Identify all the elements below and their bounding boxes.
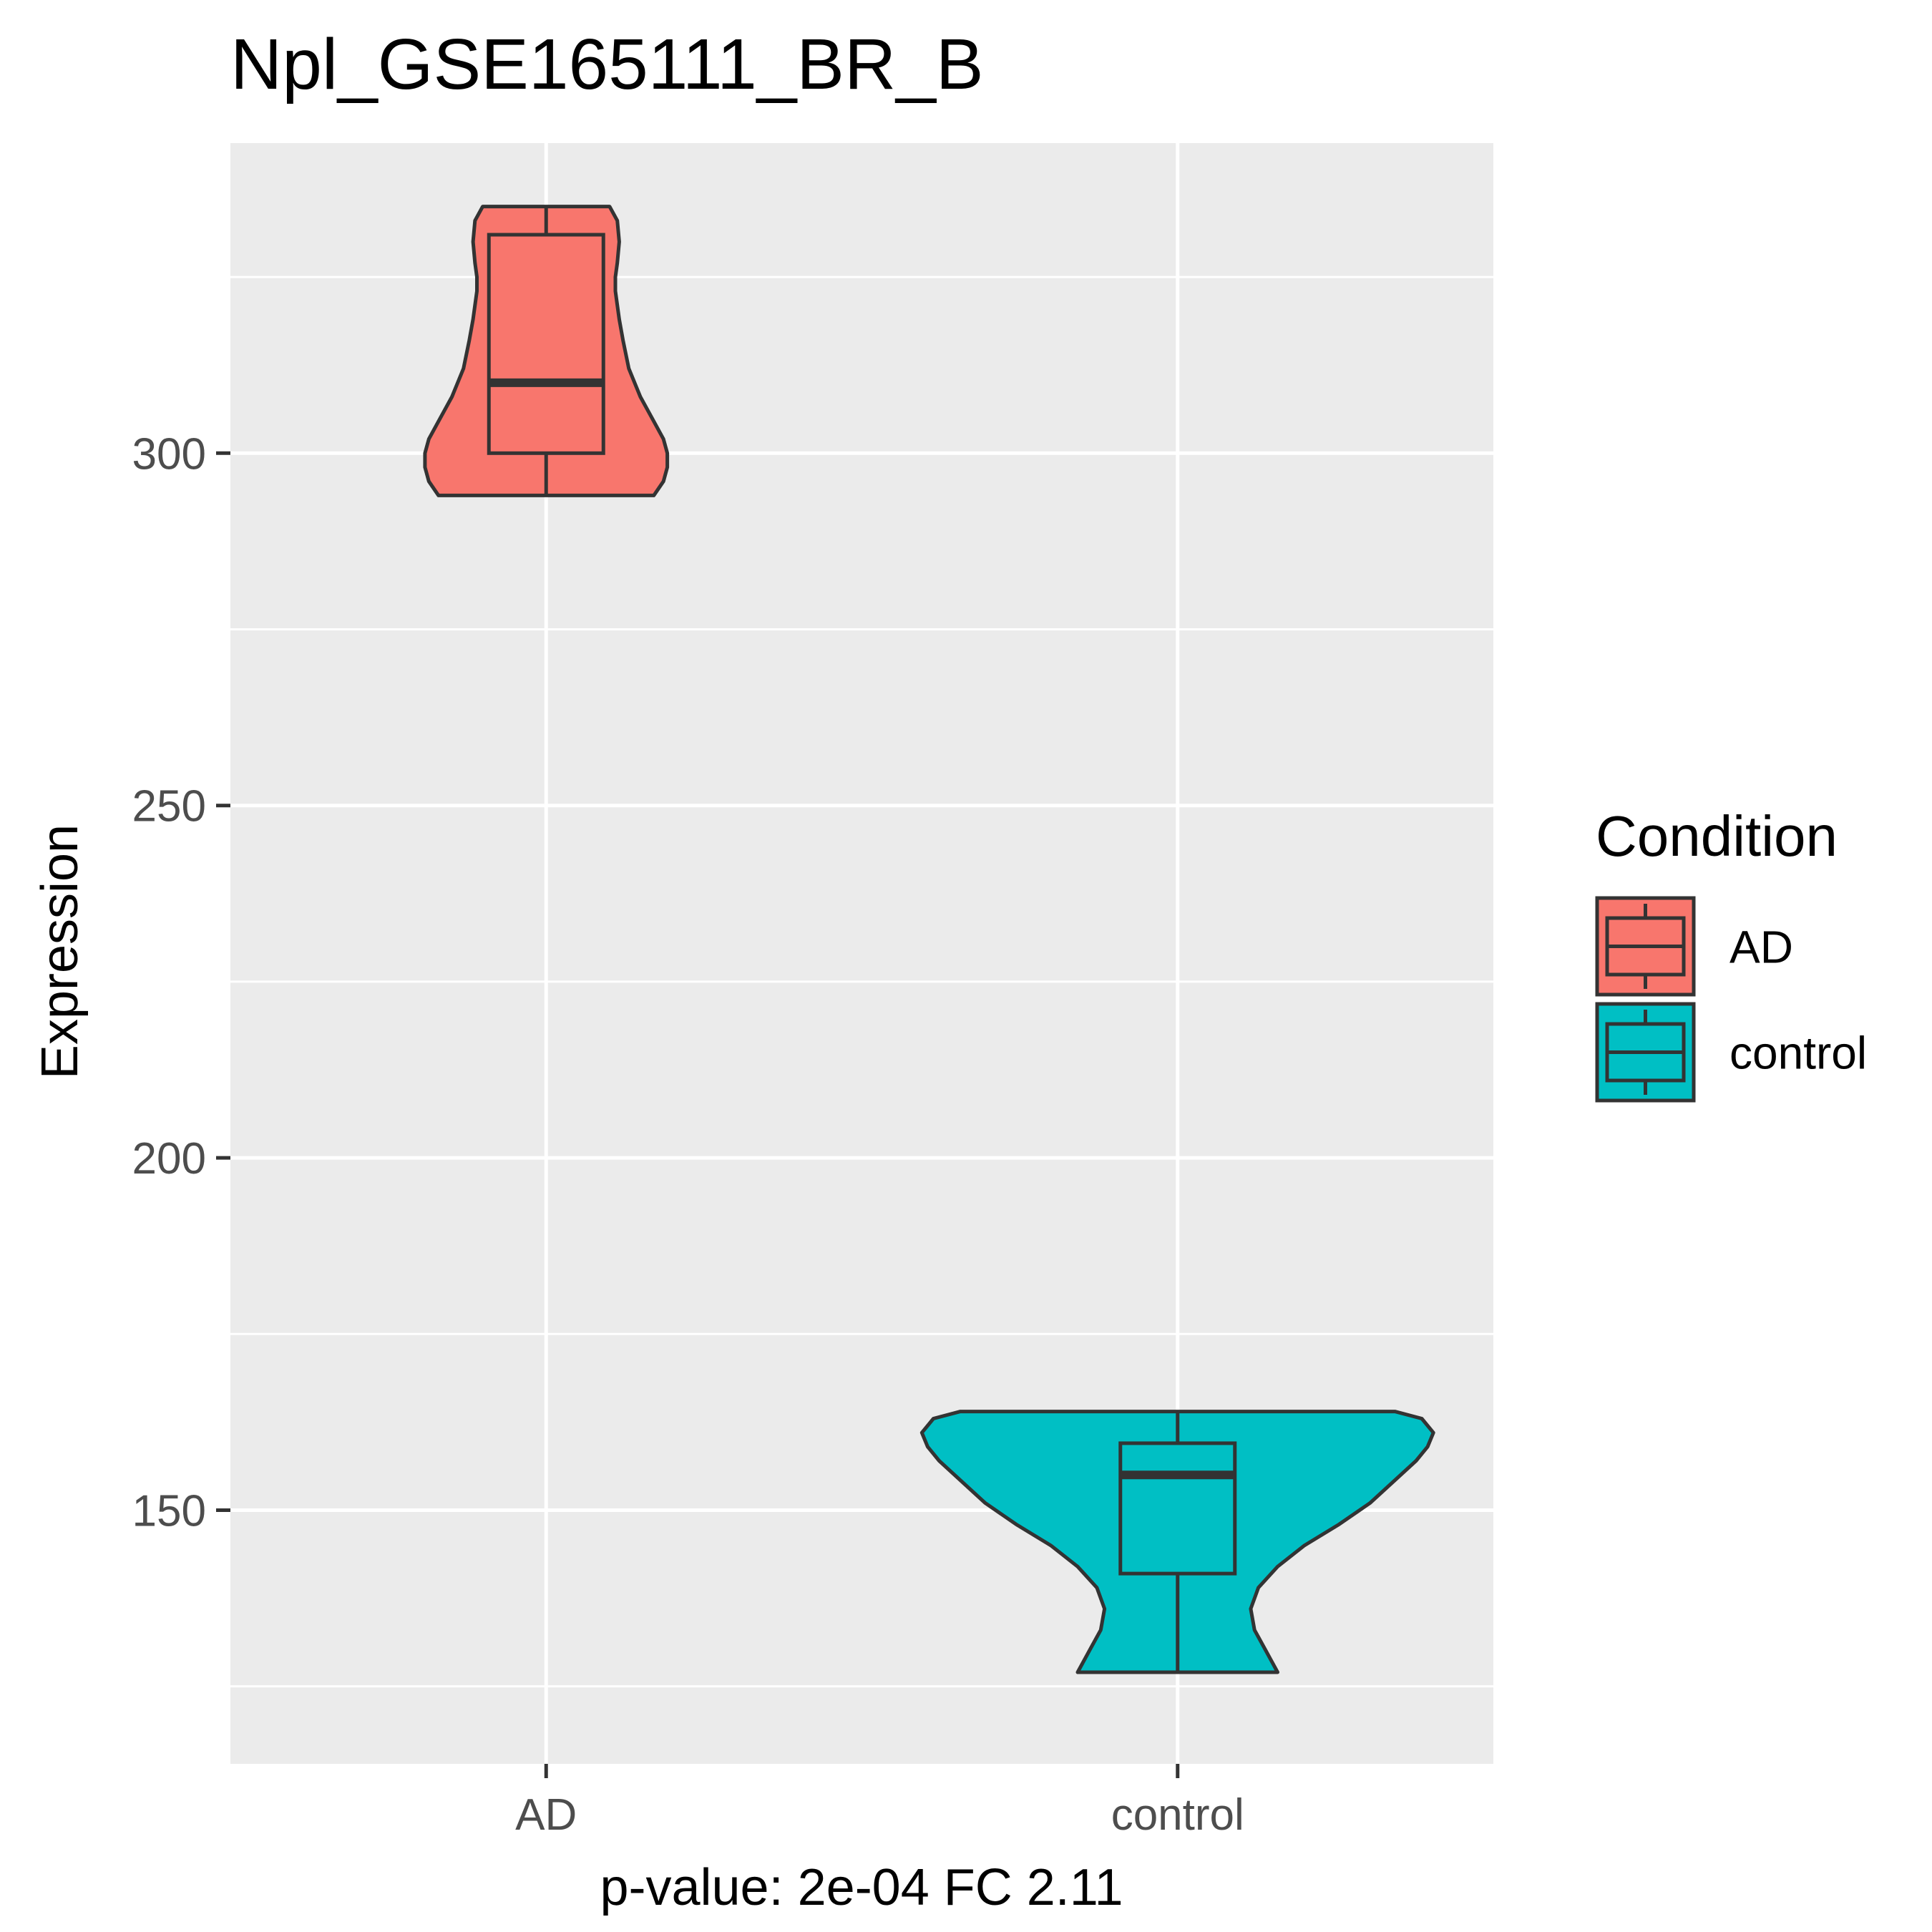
box-control bbox=[1118, 1441, 1237, 1576]
boxplots bbox=[487, 206, 1237, 1672]
legend-label-AD: AD bbox=[1729, 922, 1793, 973]
y-tick-label: 300 bbox=[132, 429, 206, 479]
legend-label-control: control bbox=[1729, 1028, 1867, 1079]
y-tick-label: 200 bbox=[132, 1134, 206, 1184]
legend: Condition AD control bbox=[1595, 804, 1867, 1103]
x-tick-label: AD bbox=[515, 1790, 577, 1840]
y-axis-title: Expression bbox=[31, 824, 89, 1079]
y-tick-label: 150 bbox=[132, 1486, 206, 1536]
axes: 150 200 250 300 AD control bbox=[132, 429, 1244, 1840]
x-axis-title: p-value: 2e-04 FC 2.11 bbox=[600, 1859, 1123, 1916]
box-AD bbox=[487, 233, 605, 455]
chart-title: Npl_GSE165111_BR_B bbox=[230, 24, 984, 104]
x-tick-label: control bbox=[1111, 1790, 1244, 1840]
legend-title: Condition bbox=[1596, 804, 1838, 868]
y-tick-label: 250 bbox=[132, 782, 206, 831]
